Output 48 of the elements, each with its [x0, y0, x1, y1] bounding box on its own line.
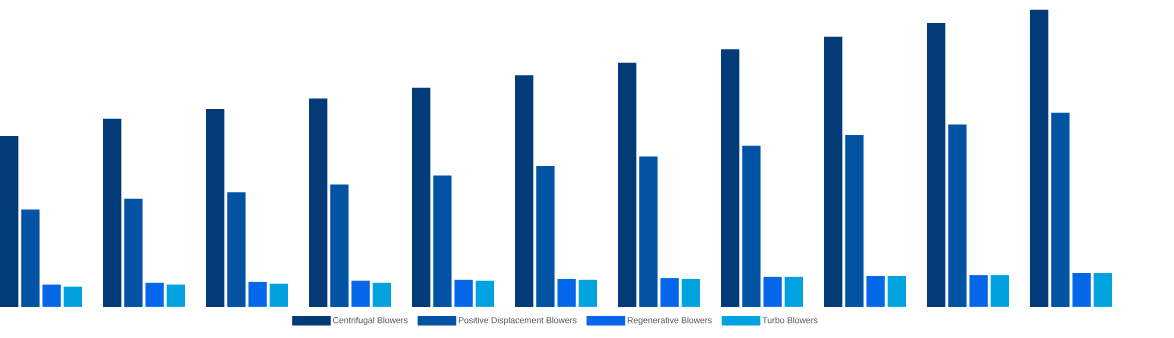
bar [103, 118, 122, 307]
bar [763, 276, 782, 307]
bar [269, 283, 289, 307]
bar [454, 279, 473, 307]
bar [823, 36, 843, 307]
bar [1072, 273, 1091, 307]
bar [948, 124, 967, 307]
bar [578, 279, 598, 307]
bar [1029, 9, 1049, 307]
bar [969, 275, 988, 307]
bar [63, 286, 83, 307]
bar [145, 282, 164, 307]
bar [330, 184, 349, 307]
bar [887, 276, 907, 307]
bar [514, 75, 534, 307]
bar [926, 23, 946, 307]
bar [660, 278, 679, 307]
bar [475, 280, 495, 307]
bar [248, 282, 267, 307]
legend-label: Turbo Blowers [762, 316, 818, 324]
bar [720, 49, 740, 307]
bar [1051, 112, 1070, 307]
bar [42, 284, 61, 307]
legend-label: Centrifugal Blowers [333, 316, 408, 326]
bar [351, 280, 370, 307]
bar [166, 284, 186, 307]
bar [411, 87, 431, 307]
bar [0, 136, 19, 307]
bar [21, 209, 40, 307]
bar [372, 282, 392, 307]
bar [990, 275, 1010, 307]
bar [206, 109, 225, 307]
bar [309, 98, 328, 307]
bar [124, 198, 143, 307]
bar [536, 166, 555, 307]
bar [227, 192, 246, 307]
legend-label: Regenerative Blowers [627, 316, 712, 326]
bar [784, 276, 804, 307]
bar [845, 135, 864, 307]
bar [433, 175, 452, 307]
legend-label: Positive Displacement Blowers [458, 316, 577, 326]
bar [866, 276, 885, 307]
bar [681, 279, 701, 307]
bar [639, 156, 658, 307]
bar [1093, 273, 1113, 307]
bar [742, 145, 761, 307]
bar [557, 279, 576, 307]
bar [617, 62, 637, 307]
